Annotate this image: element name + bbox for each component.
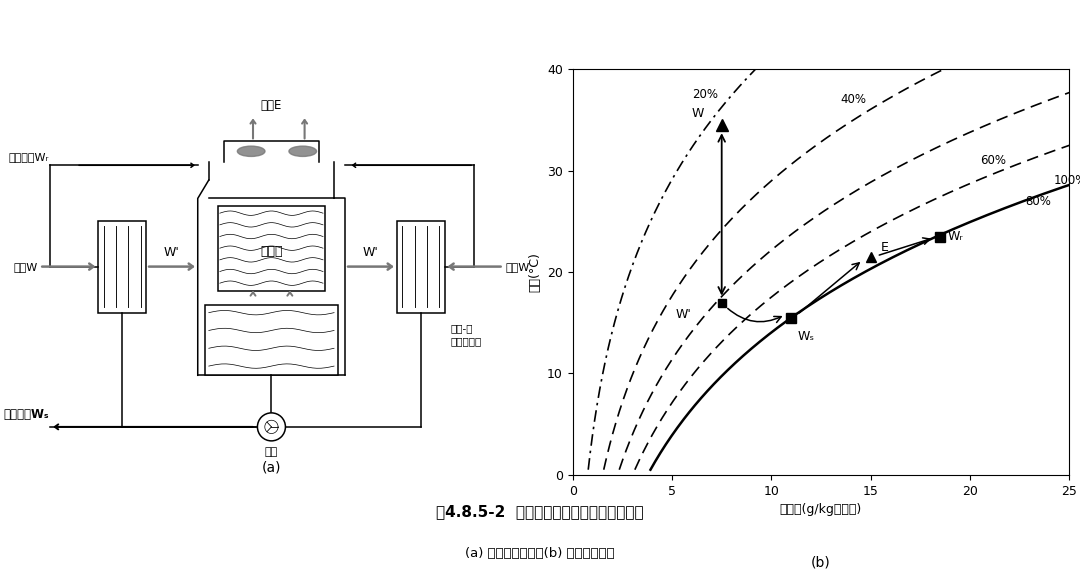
Text: 40%: 40% xyxy=(841,93,867,107)
Text: W': W' xyxy=(676,307,692,321)
Bar xyxy=(205,305,338,375)
Text: 80%: 80% xyxy=(1026,195,1052,208)
Text: E: E xyxy=(880,241,889,254)
Text: Wᵣ: Wᵣ xyxy=(948,230,963,243)
X-axis label: 含湿量(g/kg干空气): 含湿量(g/kg干空气) xyxy=(780,503,862,516)
Text: (b): (b) xyxy=(811,556,831,570)
Text: 空气-水
逆流换热器: 空气-水 逆流换热器 xyxy=(450,323,482,346)
Text: 水泵: 水泵 xyxy=(265,447,278,457)
Text: 60%: 60% xyxy=(980,154,1005,167)
Text: 新风W: 新风W xyxy=(13,262,38,272)
Bar xyxy=(98,221,146,313)
Bar xyxy=(396,221,445,313)
Ellipse shape xyxy=(289,146,316,156)
Text: W': W' xyxy=(363,246,379,259)
Circle shape xyxy=(257,413,285,441)
Bar xyxy=(218,206,325,291)
Text: 排风E: 排风E xyxy=(260,99,282,112)
Text: 填料塔: 填料塔 xyxy=(260,245,283,258)
Text: 图4.8.5-2  间接蒸发冷却制取冷水装置原理: 图4.8.5-2 间接蒸发冷却制取冷水装置原理 xyxy=(436,504,644,519)
Ellipse shape xyxy=(238,146,265,156)
Text: W': W' xyxy=(164,246,180,259)
Y-axis label: 温度(°C): 温度(°C) xyxy=(528,252,541,292)
Text: Wₛ: Wₛ xyxy=(797,330,814,343)
Text: (a) 机组流程原理；(b) 空气处理过程: (a) 机组流程原理；(b) 空气处理过程 xyxy=(465,547,615,560)
Text: 100%: 100% xyxy=(1053,174,1080,188)
Text: 新风W: 新风W xyxy=(505,262,529,272)
Text: 20%: 20% xyxy=(692,89,718,101)
Text: W: W xyxy=(691,107,704,120)
Text: 冷水回水Wᵣ: 冷水回水Wᵣ xyxy=(9,152,49,162)
Text: (a): (a) xyxy=(261,460,281,474)
Text: 冷水供水Wₛ: 冷水供水Wₛ xyxy=(3,408,49,422)
